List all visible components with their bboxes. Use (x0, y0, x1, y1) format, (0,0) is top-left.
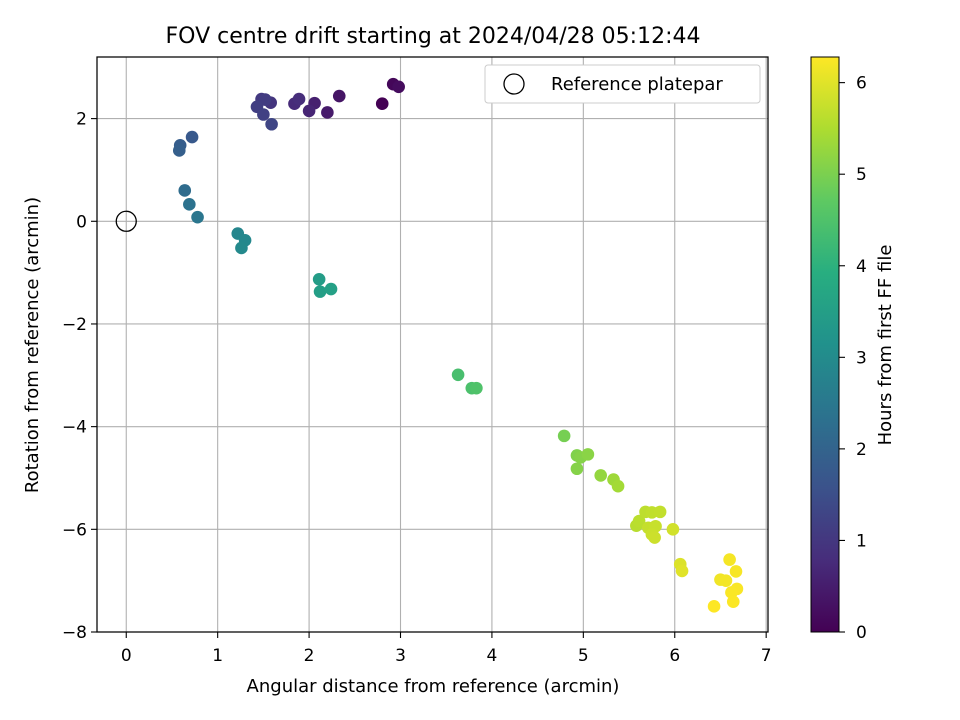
grid-lines (97, 57, 768, 633)
data-point (707, 600, 721, 613)
chart-title: FOV centre drift starting at 2024/04/28 … (166, 24, 701, 49)
data-point (675, 564, 689, 578)
x-tick-label: 5 (578, 646, 589, 666)
x-tick-label: 6 (669, 646, 680, 666)
y-tick-label: 2 (76, 110, 87, 130)
colorbar-tick-label: 3 (856, 348, 867, 368)
data-point (632, 514, 646, 528)
data-point (648, 531, 661, 544)
legend-entry-label: Reference platepar (551, 74, 723, 95)
reference-point (115, 210, 137, 232)
plot-frame (96, 56, 769, 633)
legend: Reference platepar (484, 64, 761, 104)
data-point (666, 523, 680, 536)
data-point (313, 285, 327, 298)
data-point (557, 429, 571, 443)
data-point (332, 89, 346, 103)
y-tick-label: −8 (62, 623, 87, 643)
data-points (172, 77, 744, 613)
colorbar: 0 1 2 3 4 5 6 Hours from first FF file (810, 56, 896, 643)
legend-marker-icon (503, 73, 525, 95)
data-point (653, 505, 667, 519)
colorbar-tick-label: 5 (856, 165, 867, 185)
data-point (611, 479, 625, 493)
y-tick-label: −6 (62, 520, 87, 540)
data-point (265, 117, 278, 131)
data-point (729, 565, 743, 578)
data-point (719, 574, 733, 587)
data-point (235, 241, 248, 255)
colorbar-tick-label: 6 (856, 74, 867, 94)
colorbar-gradient (810, 56, 840, 633)
data-point (570, 462, 584, 476)
y-axis-ticks: −8 −6 −4 −2 0 2 (62, 110, 97, 643)
colorbar-label: Hours from first FF file (875, 245, 896, 446)
data-point (183, 198, 196, 211)
y-tick-label: −4 (62, 418, 87, 438)
colorbar-tick-label: 0 (856, 623, 867, 643)
data-point (723, 553, 736, 566)
x-axis-ticks: 0 1 2 3 4 5 6 7 (121, 632, 772, 666)
colorbar-tick-label: 1 (856, 531, 867, 551)
data-point (257, 108, 270, 121)
data-point (392, 80, 405, 94)
data-point (375, 97, 389, 111)
data-point (594, 469, 608, 482)
data-point (172, 144, 186, 157)
y-tick-label: 0 (76, 212, 87, 232)
y-axis-label: Rotation from reference (arcmin) (22, 197, 43, 493)
data-point (470, 381, 483, 395)
x-tick-label: 0 (121, 646, 132, 666)
colorbar-ticks: 0 1 2 3 4 5 6 (839, 74, 867, 643)
data-point (581, 448, 595, 461)
data-point (292, 92, 306, 106)
data-point (302, 104, 316, 118)
x-tick-label: 7 (761, 646, 772, 666)
data-point (726, 595, 740, 609)
data-point (191, 210, 204, 224)
x-axis-label: Angular distance from reference (arcmin) (247, 676, 620, 697)
data-point (451, 368, 465, 382)
x-tick-label: 4 (487, 646, 498, 666)
data-point (185, 130, 199, 144)
x-tick-label: 3 (395, 646, 406, 666)
data-point (178, 184, 192, 197)
x-tick-label: 1 (212, 646, 223, 666)
y-tick-label: −2 (62, 315, 87, 335)
x-tick-label: 2 (304, 646, 315, 666)
data-point (258, 93, 272, 106)
colorbar-tick-label: 2 (856, 440, 867, 460)
data-point (324, 282, 338, 296)
colorbar-tick-label: 4 (856, 257, 867, 277)
data-point (321, 106, 334, 119)
reference-marker (115, 210, 137, 232)
legend-box (484, 64, 761, 104)
data-point (312, 272, 326, 286)
